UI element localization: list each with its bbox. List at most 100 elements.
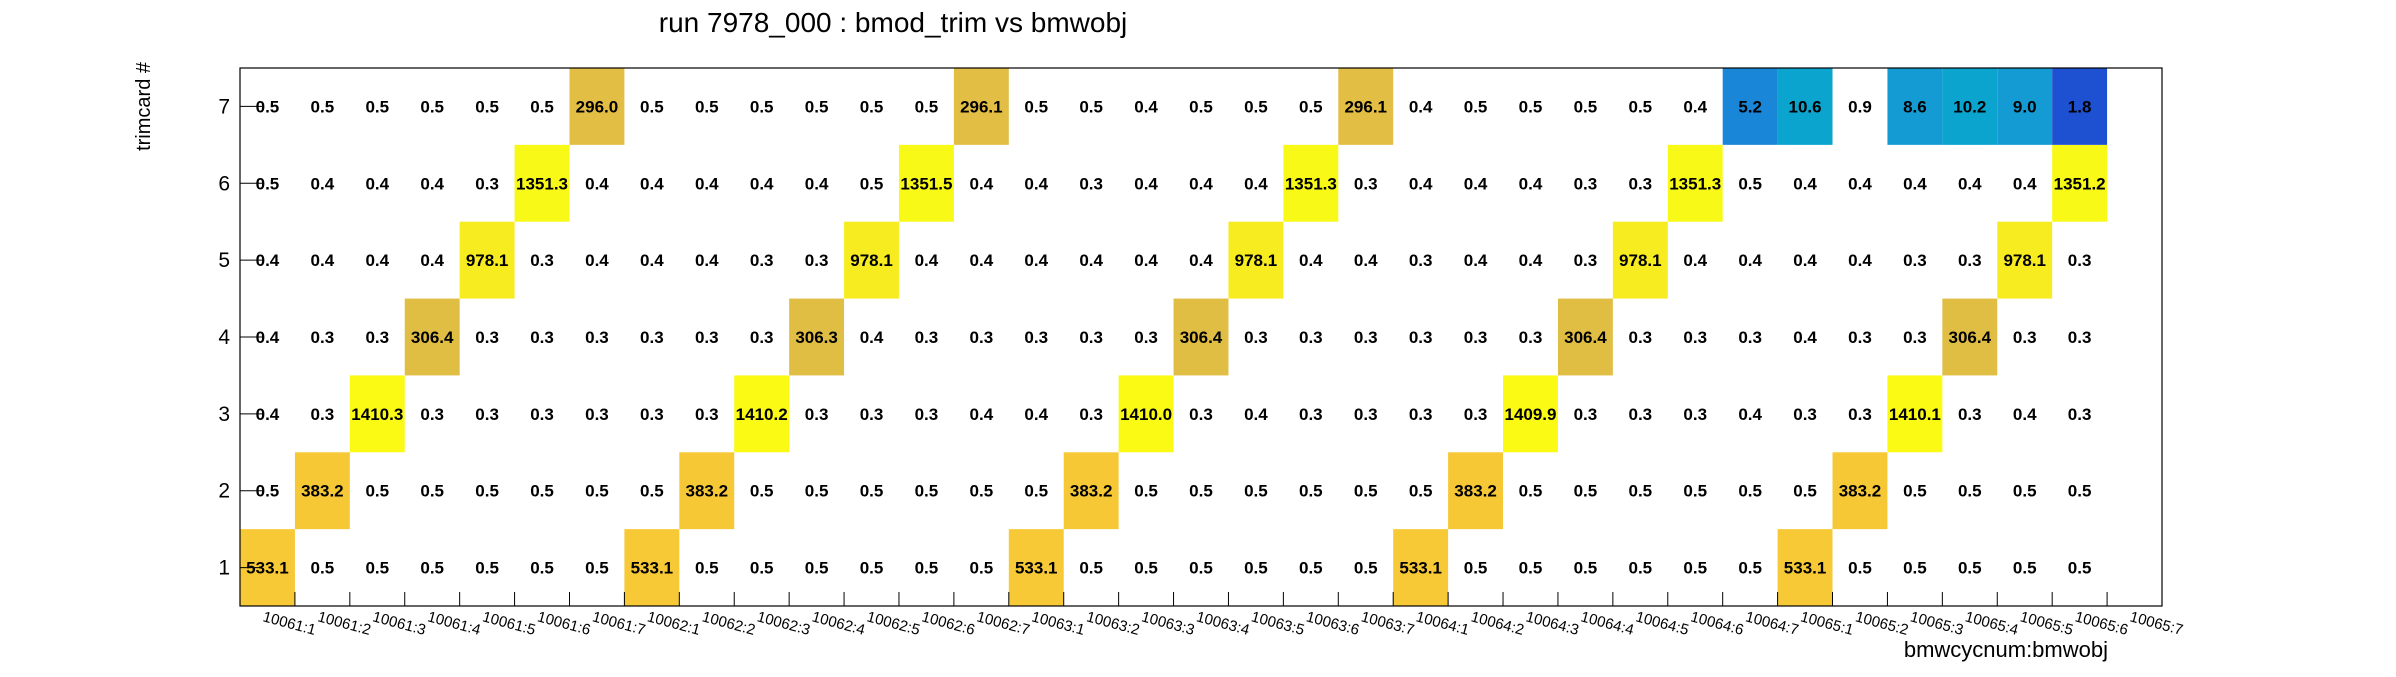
cell-value-label: 0.5 xyxy=(1354,559,1378,578)
heatmap-cell xyxy=(2052,68,2108,145)
cell-value-label: 0.5 xyxy=(915,97,939,116)
cell-value-label: 0.4 xyxy=(750,174,774,193)
cell-value-label: 0.4 xyxy=(1024,405,1048,424)
heatmap-cell xyxy=(404,298,460,376)
heatmap-cell xyxy=(789,298,845,376)
cell-value-label: 0.5 xyxy=(420,482,444,501)
cell-value-label: 0.5 xyxy=(1409,482,1433,501)
cell-value-label: 0.5 xyxy=(970,482,994,501)
cell-value-label: 0.9 xyxy=(1848,97,1872,116)
cell-value-label: 0.4 xyxy=(640,251,664,270)
cell-value-label: 0.4 xyxy=(970,405,994,424)
cell-value-label: 0.5 xyxy=(585,482,609,501)
cell-value-label: 0.5 xyxy=(695,559,719,578)
cell-value-label: 533.1 xyxy=(246,559,289,578)
cell-value-label: 0.5 xyxy=(1574,559,1598,578)
cell-value-label: 1410.2 xyxy=(736,405,788,424)
cell-value-label: 0.3 xyxy=(1903,251,1927,270)
x-tick-label: 10062:3 xyxy=(755,608,812,638)
cell-value-label: 0.4 xyxy=(640,174,664,193)
x-tick-label: 10061:7 xyxy=(590,608,647,638)
cell-value-label: 0.5 xyxy=(530,97,554,116)
cell-value-label: 10.6 xyxy=(1789,97,1822,116)
cell-value-label: 0.3 xyxy=(805,405,829,424)
cell-value-label: 383.2 xyxy=(685,482,728,501)
x-tick-label: 10065:5 xyxy=(2018,608,2075,638)
heatmap-cell xyxy=(1777,529,1833,606)
cell-value-label: 0.5 xyxy=(860,97,884,116)
cell-value-label: 0.5 xyxy=(1738,482,1762,501)
heatmap-cell xyxy=(349,375,405,453)
cell-value-label: 0.4 xyxy=(1848,174,1872,193)
cell-value-label: 10.2 xyxy=(1953,97,1986,116)
cell-value-label: 0.3 xyxy=(1354,174,1378,193)
heatmap-cell xyxy=(1448,452,1504,530)
cell-value-label: 0.5 xyxy=(1189,559,1213,578)
x-tick-label: 10062:4 xyxy=(810,608,867,638)
x-tick-label: 10063:4 xyxy=(1194,608,1251,638)
cell-value-label: 0.3 xyxy=(1574,174,1598,193)
cell-value-label: 0.3 xyxy=(2068,328,2092,347)
cell-value-label: 1351.2 xyxy=(2054,174,2106,193)
cell-value-label: 0.3 xyxy=(1958,251,1982,270)
cell-value-label: 0.4 xyxy=(860,328,884,347)
x-tick-label: 10063:2 xyxy=(1085,608,1142,638)
cell-value-label: 0.3 xyxy=(1738,328,1762,347)
cell-value-label: 306.4 xyxy=(411,328,454,347)
cell-value-label: 0.4 xyxy=(256,251,280,270)
x-tick-label: 10062:5 xyxy=(865,608,922,638)
x-tick-label: 10064:7 xyxy=(1744,608,1801,638)
cell-value-label: 0.3 xyxy=(1299,405,1323,424)
cell-value-label: 0.5 xyxy=(805,482,829,501)
cell-value-label: 0.3 xyxy=(311,405,335,424)
x-tick-label: 10061:5 xyxy=(481,608,538,638)
x-tick-label: 10063:5 xyxy=(1249,608,1306,638)
cell-value-label: 0.4 xyxy=(420,174,444,193)
x-tick-label: 10065:1 xyxy=(1799,608,1856,638)
cell-value-label: 9.0 xyxy=(2013,97,2037,116)
cell-value-label: 0.4 xyxy=(805,174,829,193)
cell-value-label: 0.4 xyxy=(1903,174,1927,193)
cell-value-label: 0.4 xyxy=(1244,174,1268,193)
cell-value-label: 0.3 xyxy=(530,328,554,347)
heatmap-cell xyxy=(1942,298,1998,376)
cell-value-label: 0.5 xyxy=(585,559,609,578)
cell-value-label: 0.5 xyxy=(1519,97,1543,116)
cell-value-label: 0.3 xyxy=(2068,251,2092,270)
cell-value-label: 0.3 xyxy=(1683,328,1707,347)
cell-value-label: 0.3 xyxy=(1354,405,1378,424)
cell-value-label: 0.5 xyxy=(1738,559,1762,578)
cell-value-label: 1410.0 xyxy=(1120,405,1172,424)
cell-value-label: 0.4 xyxy=(1848,251,1872,270)
cell-value-label: 0.5 xyxy=(1024,482,1048,501)
cell-value-label: 0.4 xyxy=(1738,405,1762,424)
cell-value-label: 533.1 xyxy=(1399,559,1442,578)
cell-value-label: 0.5 xyxy=(860,174,884,193)
cell-value-label: 0.5 xyxy=(1079,97,1103,116)
cell-value-label: 0.5 xyxy=(1628,482,1652,501)
cell-value-label: 0.5 xyxy=(750,559,774,578)
heatmap-cell xyxy=(569,68,625,145)
heatmap-cell xyxy=(1997,68,2053,145)
cell-value-label: 0.3 xyxy=(475,328,499,347)
cell-value-label: 0.3 xyxy=(640,328,664,347)
heatmap-cell xyxy=(844,221,899,299)
heatmap-cell xyxy=(1557,298,1613,376)
cell-value-label: 0.5 xyxy=(1628,97,1652,116)
cell-value-label: 0.5 xyxy=(1903,482,1927,501)
plot-frame xyxy=(239,67,2163,607)
x-tick-label: 10065:2 xyxy=(1853,608,1910,638)
heatmap-cell xyxy=(1722,68,1778,145)
cell-value-label: 0.3 xyxy=(1903,328,1927,347)
cell-value-label: 0.4 xyxy=(1134,174,1158,193)
cell-value-label: 0.4 xyxy=(585,174,609,193)
x-tick-label: 10062:2 xyxy=(700,608,757,638)
cell-value-label: 0.5 xyxy=(695,97,719,116)
cell-value-label: 0.5 xyxy=(860,482,884,501)
cell-value-label: 0.5 xyxy=(530,482,554,501)
x-tick-label: 10061:2 xyxy=(316,608,373,638)
heatmap-cell xyxy=(1173,298,1229,376)
cell-value-label: 0.4 xyxy=(1299,251,1323,270)
cell-value-label: 0.5 xyxy=(420,559,444,578)
cell-value-label: 0.3 xyxy=(585,405,609,424)
